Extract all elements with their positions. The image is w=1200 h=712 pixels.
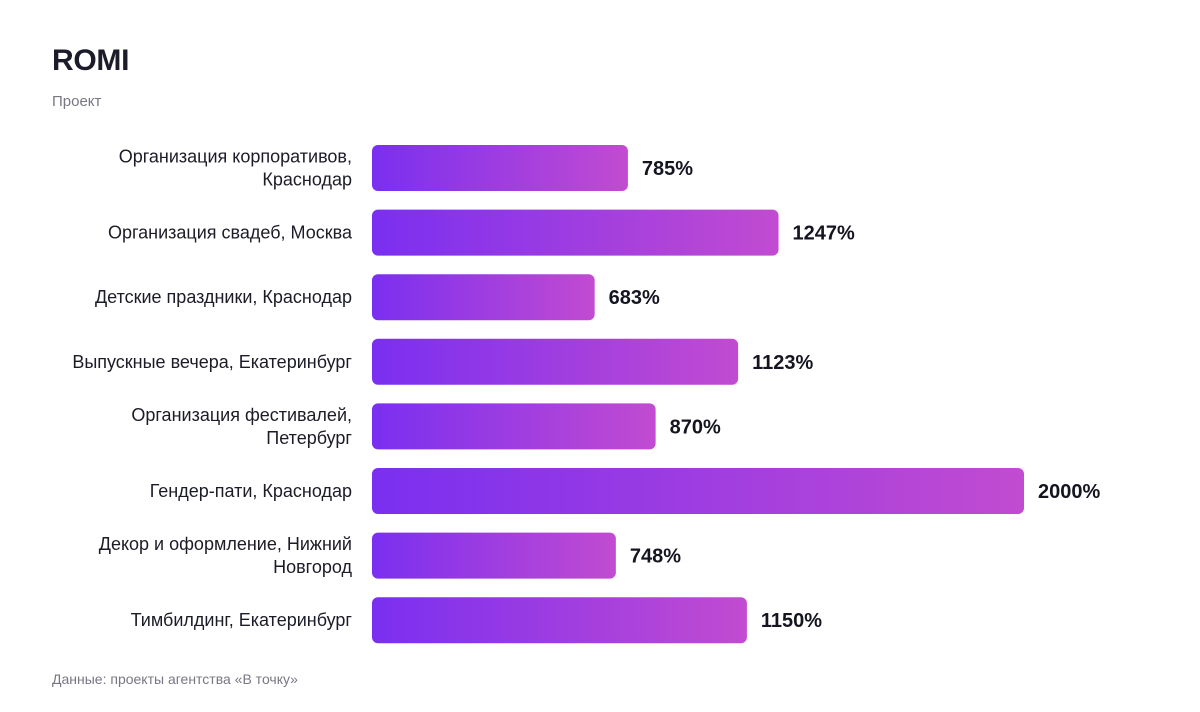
category-label-line: Петербург	[266, 428, 352, 448]
category-label-line: Гендер-пати, Краснодар	[150, 481, 352, 501]
chart-subtitle: Проект	[52, 93, 102, 110]
bar	[372, 597, 747, 644]
category-label: Организация фестивалей, Петербург	[131, 405, 352, 448]
category-label: Выпускные вечера, Екатеринбург	[72, 352, 352, 372]
category-label-line: Организация корпоративов,	[119, 147, 352, 167]
category-label: Гендер-пати, Краснодар	[150, 481, 352, 501]
bar-value-label: 683%	[609, 287, 660, 309]
bar-value-label: 870%	[670, 416, 721, 438]
category-label-line: Тимбилдинг, Екатеринбург	[131, 610, 353, 630]
bar	[372, 338, 739, 385]
bar	[372, 468, 1024, 514]
category-label-line: Выпускные вечера, Екатеринбург	[72, 352, 352, 372]
category-label-line: Декор и оформление, Нижний	[99, 534, 352, 554]
category-label-line: Новгород	[273, 557, 352, 577]
data-source-note: Данные: проекты агентства «В точку»	[52, 671, 298, 687]
bar	[372, 209, 779, 256]
bars-group: 785% Организация корпоративов, Краснодар 12…	[72, 145, 1100, 644]
category-label: Тимбилдинг, Екатеринбург	[131, 610, 353, 630]
bar-value-label: 1150%	[761, 610, 822, 632]
bar	[372, 274, 595, 321]
category-label-line: Организация свадеб, Москва	[108, 223, 353, 243]
bar	[372, 532, 616, 579]
category-label: Организация корпоративов, Краснодар	[119, 147, 352, 190]
category-label-line: Организация фестивалей,	[131, 405, 352, 425]
category-label-line: Краснодар	[262, 170, 352, 190]
category-label: Организация свадеб, Москва	[108, 223, 353, 243]
bar-value-label: 1247%	[793, 223, 855, 245]
bar	[372, 403, 656, 450]
bar-value-label: 785%	[642, 158, 693, 180]
bar-value-label: 748%	[630, 546, 681, 568]
category-label: Декор и оформление, Нижний Новгород	[99, 534, 353, 577]
bar-value-label: 1123%	[752, 352, 813, 374]
category-label-line: Детские праздники, Краснодар	[95, 287, 352, 307]
category-label: Детские праздники, Краснодар	[95, 287, 352, 307]
bar	[372, 145, 628, 191]
chart-title: ROMI	[52, 44, 130, 77]
bar-value-label: 2000%	[1038, 481, 1100, 503]
